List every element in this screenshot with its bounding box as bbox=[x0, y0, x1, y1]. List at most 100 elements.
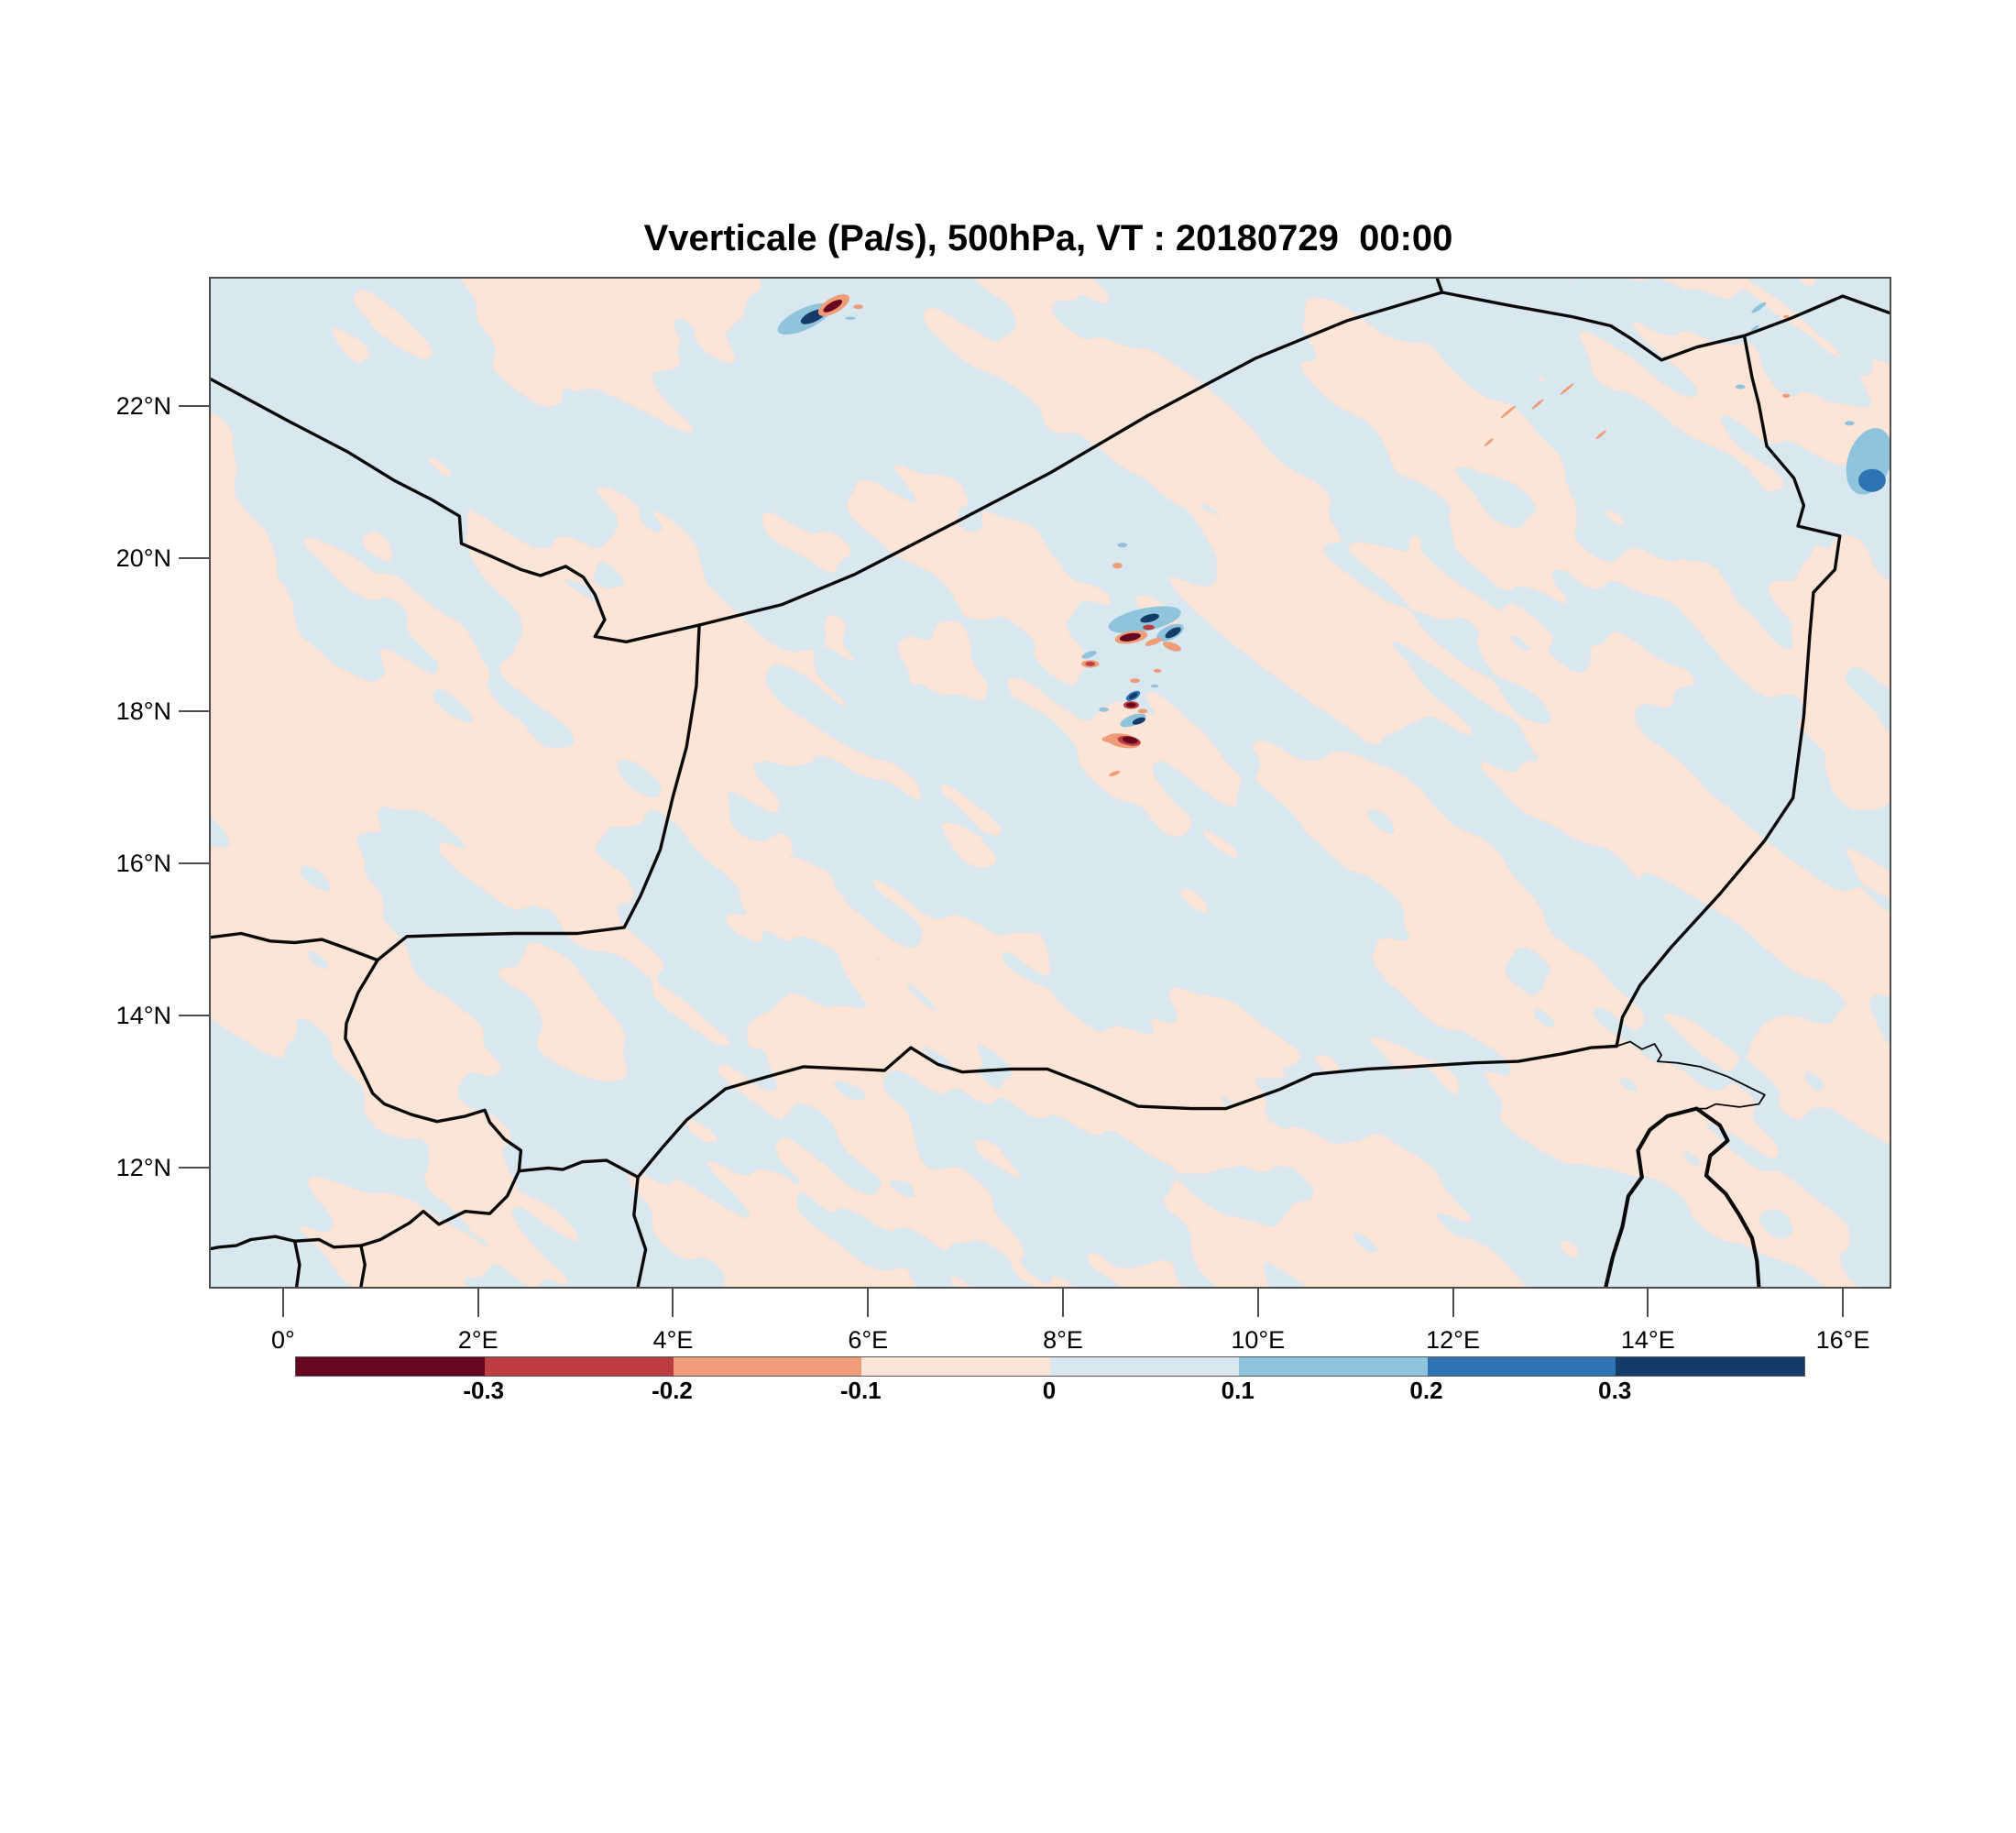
colorbar-segment bbox=[1616, 1357, 1804, 1376]
border-burkina-benin bbox=[359, 1169, 520, 1247]
anomaly-cell bbox=[1751, 302, 1767, 313]
anomaly-cell bbox=[1101, 736, 1116, 742]
lon-tick-label: 2°E bbox=[457, 1326, 499, 1354]
border-togo-benin-south bbox=[359, 1244, 367, 1287]
lon-tick bbox=[281, 1287, 284, 1317]
lon-tick-label: 16°E bbox=[1815, 1326, 1870, 1354]
border-burkina-niger bbox=[344, 958, 523, 1173]
lat-tick bbox=[179, 709, 209, 712]
border-cameroon-chad bbox=[1694, 1106, 1761, 1287]
anomaly-cell bbox=[1165, 627, 1181, 639]
figure-title: Vverticale (Pa/s), 500hPa, VT : 20180729… bbox=[643, 218, 1453, 258]
anomaly-cell bbox=[1137, 708, 1148, 714]
colorbar-segment bbox=[484, 1357, 674, 1376]
anomaly-cell bbox=[1117, 543, 1128, 548]
colorbar-segment bbox=[1050, 1357, 1239, 1376]
colorbar-segment bbox=[1238, 1357, 1428, 1376]
border-nigeria-cameroon bbox=[1604, 1106, 1699, 1287]
map-plot-area bbox=[209, 277, 1891, 1289]
country-borders-layer bbox=[211, 279, 1890, 1287]
anomaly-cell bbox=[1845, 421, 1855, 426]
colorbar-tick-label: -0.2 bbox=[652, 1377, 693, 1404]
lat-tick-label: 14°N bbox=[115, 1001, 171, 1029]
anomaly-cell bbox=[1162, 641, 1182, 652]
anomaly-cell bbox=[1132, 717, 1145, 725]
colorbar-segment bbox=[861, 1357, 1050, 1376]
anomaly-cells-layer bbox=[777, 294, 1890, 776]
anomaly-cell bbox=[823, 300, 843, 313]
border-libya-niger bbox=[1440, 291, 1747, 362]
anomaly-cell bbox=[1750, 324, 1759, 332]
anomaly-cell bbox=[1130, 678, 1140, 684]
anomaly-cell bbox=[1560, 383, 1574, 395]
lat-tick-label: 16°N bbox=[115, 849, 171, 877]
anomaly-cell bbox=[1128, 692, 1138, 699]
anomaly-cell bbox=[1735, 384, 1746, 390]
lon-tick-label: 10°E bbox=[1231, 1326, 1286, 1354]
lat-tick bbox=[179, 405, 209, 408]
anomaly-cell bbox=[1140, 613, 1159, 623]
anomaly-cell bbox=[1112, 562, 1123, 569]
country-borders-and-anomalies-svg bbox=[211, 279, 1890, 1287]
anomaly-cell bbox=[1150, 684, 1159, 688]
anomaly-cell bbox=[1781, 393, 1791, 398]
anomaly-cell bbox=[1099, 707, 1109, 712]
lon-tick-label: 4°E bbox=[652, 1326, 694, 1354]
border-mali-niger-west bbox=[376, 623, 701, 962]
border-nigeria-niger bbox=[636, 1044, 1618, 1180]
anomaly-cell bbox=[1783, 314, 1790, 319]
anomaly-cell bbox=[1120, 713, 1146, 728]
anomaly-cell bbox=[1531, 399, 1544, 410]
lon-tick-label: 0° bbox=[271, 1326, 295, 1354]
anomaly-cell bbox=[1122, 736, 1138, 744]
lon-tick bbox=[477, 1287, 479, 1317]
anomaly-cell bbox=[1126, 702, 1136, 708]
colorbar-tick-label: -0.3 bbox=[463, 1377, 505, 1404]
anomaly-cell bbox=[1484, 438, 1494, 446]
lon-tick bbox=[1062, 1287, 1064, 1317]
colorbar-tick-label: 0.1 bbox=[1221, 1377, 1255, 1404]
border-libya-chad bbox=[1742, 294, 1890, 337]
lon-tick bbox=[1256, 1287, 1259, 1317]
colorbar-segment bbox=[673, 1357, 862, 1376]
border-benin-niger bbox=[517, 1158, 640, 1180]
lon-tick bbox=[672, 1287, 674, 1317]
lat-tick-label: 18°N bbox=[115, 697, 171, 725]
lat-tick bbox=[179, 1167, 209, 1169]
colorbar-tick-label: 0.2 bbox=[1409, 1377, 1443, 1404]
border-algeria-libya bbox=[1435, 279, 1444, 294]
border-algeria-mali bbox=[211, 377, 701, 643]
colorbar-tick-label: 0.3 bbox=[1598, 1377, 1632, 1404]
colorbar-tick-label: 0 bbox=[1042, 1377, 1057, 1404]
lon-tick bbox=[867, 1287, 870, 1317]
lat-tick-label: 22°N bbox=[115, 392, 171, 421]
lon-tick bbox=[1842, 1287, 1845, 1317]
anomaly-cell bbox=[1143, 624, 1155, 631]
colorbar bbox=[295, 1356, 1805, 1377]
anomaly-cell bbox=[845, 316, 856, 320]
anomaly-cell bbox=[1500, 405, 1517, 419]
anomaly-cell bbox=[1145, 637, 1162, 646]
lat-tick bbox=[179, 557, 209, 560]
border-algeria-niger bbox=[697, 291, 1444, 627]
lon-tick-label: 12°E bbox=[1426, 1326, 1480, 1354]
anomaly-cell bbox=[1153, 668, 1162, 673]
border-ghana-togo-south bbox=[292, 1239, 301, 1287]
colorbar-tick-label: -0.1 bbox=[839, 1377, 882, 1404]
lon-tick-label: 8°E bbox=[1043, 1326, 1083, 1354]
lat-tick bbox=[179, 862, 209, 864]
vertical-velocity-field-canvas bbox=[211, 279, 1890, 1287]
anomaly-cell bbox=[1595, 430, 1606, 440]
border-niger-chad bbox=[1615, 334, 1842, 1048]
border-lake-chad bbox=[1616, 1040, 1766, 1110]
colorbar-segment bbox=[296, 1357, 485, 1376]
lat-tick bbox=[179, 1014, 209, 1016]
colorbar-segment bbox=[1427, 1357, 1616, 1376]
border-benin-nigeria bbox=[632, 1175, 648, 1287]
lon-tick bbox=[1647, 1287, 1649, 1317]
anomaly-cell bbox=[1085, 661, 1095, 666]
border-mali-burkina bbox=[211, 931, 379, 962]
lat-tick-label: 20°N bbox=[115, 544, 171, 573]
anomaly-cell bbox=[1081, 651, 1097, 659]
